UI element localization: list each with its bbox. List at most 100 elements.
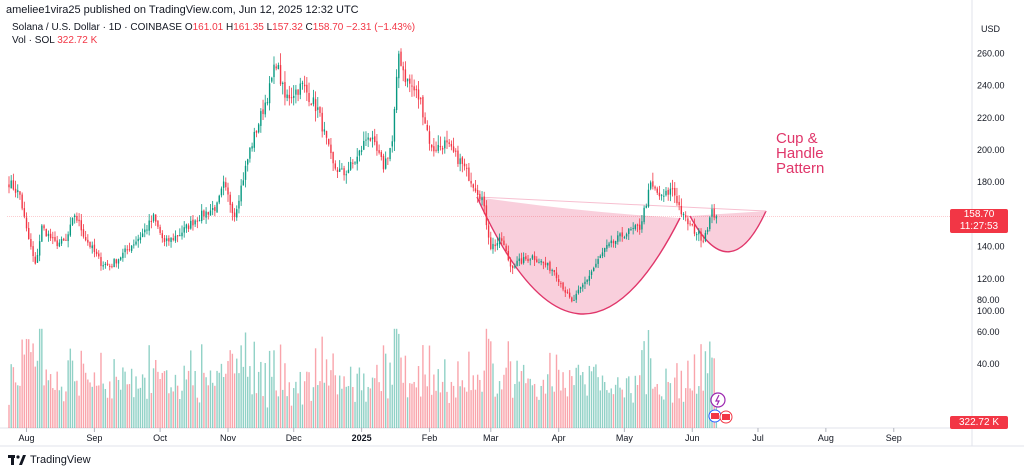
price-tick-label: 220.00 [977,113,1005,123]
candle-body [382,155,385,170]
candle-body [660,194,663,196]
currency-label[interactable]: USD [981,24,1001,34]
candle-body [299,83,301,95]
volume-bar [43,385,45,428]
volume-bar [297,393,299,428]
candle-body [360,150,363,152]
volume-bar [49,374,52,428]
candle-body [67,234,69,242]
candle-body [211,207,214,210]
candle-body [310,103,312,105]
symbol-name: Solana / U.S. Dollar · 1D · COINBASE [12,22,183,33]
volume-bar [687,360,689,428]
candle-body [87,239,89,243]
candle-body [47,233,50,237]
volume-label: Vol · SOL [12,35,55,46]
candle-body [159,226,161,233]
candle-body [194,220,196,225]
volume-bar [420,396,422,428]
candle-body [461,157,464,164]
volume-bar [282,389,284,428]
candle-body [428,131,431,144]
candle-body [387,157,389,159]
pattern-annotation: Cup & Handle Pattern [776,130,825,177]
time-tick-label: Feb [422,433,438,443]
price-tick-label: 260.00 [977,48,1005,58]
candle-body [706,229,709,232]
candle-body [715,216,718,219]
publish-info: ameliee1vira25 published on TradingView.… [6,4,359,16]
volume-bar [358,367,361,428]
volume-bar [354,401,356,428]
volume-bar [135,376,137,428]
candle-body [553,270,556,273]
brand-name: TradingView [30,454,91,466]
volume-bar [601,375,604,428]
volume-bar [47,380,50,428]
ohlc-close: 158.70 [312,22,344,33]
candle-body [43,225,45,229]
candle-body [365,139,367,141]
candle-body [341,168,343,170]
candle-body [422,96,424,118]
candle-body [441,148,444,150]
volume-bar [671,402,674,428]
volume-bar [141,374,144,428]
last-volume-badge: 322.72 K [950,416,1008,429]
volume-bar [349,366,352,428]
candle-body [126,249,128,251]
volume-bar [704,351,707,428]
candle-body [203,210,205,217]
candle-body [505,245,507,251]
volume-bar [146,398,148,428]
candle-body [619,233,621,237]
volume-bar [240,345,242,428]
volume-bar [564,387,566,428]
candle-body [647,189,650,207]
volume-bar [384,353,387,428]
candle-body [174,235,177,241]
ohlc-low-label: L [266,22,273,33]
volume-bar [306,371,308,428]
volume-bar [273,350,275,428]
candle-body [179,235,181,237]
candle-body [522,256,525,263]
candle-body [527,258,529,262]
candle-body [420,98,422,100]
symbol-legend[interactable]: Solana / U.S. Dollar · 1D · COINBASE O16… [12,22,415,33]
volume-bar [319,381,321,428]
candle-body [257,124,260,133]
candle-body [452,146,455,152]
candle-body [249,147,251,159]
volume-bar [481,391,483,428]
candle-body [187,225,190,230]
candle-body [588,275,591,281]
candle-body [198,220,201,222]
volume-bar [586,395,588,428]
candle-body [501,238,503,241]
event-lightning-icon [710,392,726,408]
candle-body [330,144,332,154]
candle-body [601,252,604,257]
volume-legend[interactable]: Vol · SOL 322.72 K [12,35,97,46]
candle-body [595,263,597,267]
volume-bar [634,375,637,428]
volume-bar [522,364,525,428]
volume-bar [702,390,704,428]
candle-body [231,203,234,214]
candle-body [323,129,326,132]
volume-bar [597,377,599,428]
candle-body [106,263,109,266]
volume-bar [474,389,477,428]
tradingview-brand[interactable]: TradingView [8,454,91,466]
volume-bar [249,366,251,428]
candle-body [448,142,450,144]
candle-body [393,109,396,142]
candle-body [468,167,470,181]
volume-bar [260,361,262,428]
volume-bar [560,390,562,428]
volume-bar [593,366,595,428]
candle-body [479,193,481,200]
volume-bar [527,378,529,428]
